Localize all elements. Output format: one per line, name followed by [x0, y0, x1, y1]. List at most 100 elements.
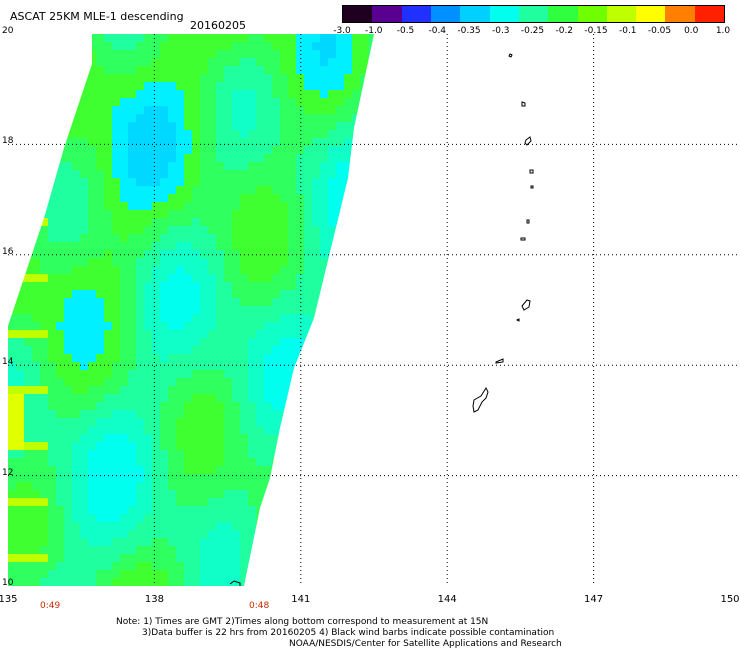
- swath-cell: [104, 138, 112, 146]
- swath-cell: [72, 194, 80, 202]
- note-line-3: NOAA/NESDIS/Center for Satellite Applica…: [289, 639, 562, 649]
- swath-cell: [96, 394, 104, 402]
- swath-cell: [104, 338, 112, 346]
- swath-cell: [192, 522, 200, 530]
- swath-cell: [256, 346, 264, 354]
- swath-cell: [232, 530, 240, 538]
- swath-cell: [240, 338, 248, 346]
- swath-cell: [24, 210, 32, 218]
- swath-cell: [280, 434, 288, 442]
- swath-cell: [184, 162, 192, 170]
- swath-cell: [336, 186, 344, 194]
- swath-cell: [32, 554, 40, 562]
- swath-cell: [232, 466, 240, 474]
- swath-cell: [352, 394, 360, 402]
- swath-cell: [128, 258, 136, 266]
- swath-cell: [272, 170, 280, 178]
- swath-cell: [176, 42, 184, 50]
- swath-cell: [304, 274, 312, 282]
- swath-cell: [368, 562, 374, 570]
- swath-cell: [32, 514, 40, 522]
- swath-cell: [8, 282, 16, 290]
- swath-cell: [280, 314, 288, 322]
- swath-cell: [136, 498, 144, 506]
- swath-cell: [296, 82, 304, 90]
- swath-cell: [304, 450, 312, 458]
- swath-cell: [264, 474, 272, 482]
- swath-cell: [208, 546, 216, 554]
- swath-cell: [312, 154, 320, 162]
- swath-cell: [224, 290, 232, 298]
- swath-cell: [176, 322, 184, 330]
- swath-cell: [48, 418, 56, 426]
- swath-cell: [64, 82, 72, 90]
- swath-cell: [128, 162, 136, 170]
- swath-cell: [208, 178, 216, 186]
- swath-cell: [296, 298, 304, 306]
- swath-cell: [216, 482, 224, 490]
- swath-cell: [224, 274, 232, 282]
- swath-cell: [248, 250, 256, 258]
- swath-cell: [48, 554, 56, 562]
- swath-cell: [8, 330, 16, 338]
- swath-cell: [104, 202, 112, 210]
- swath-cell: [40, 330, 48, 338]
- swath-cell: [288, 490, 296, 498]
- swath-cell: [272, 482, 280, 490]
- swath-cell: [168, 266, 176, 274]
- swath-cell: [240, 234, 248, 242]
- swath-cell: [16, 330, 24, 338]
- swath-cell: [176, 570, 184, 578]
- colorbar-label: -1.0: [364, 26, 383, 36]
- swath-cell: [144, 538, 152, 546]
- swath-cell: [248, 506, 256, 514]
- swath-cell: [168, 370, 176, 378]
- swath-cell: [232, 482, 240, 490]
- swath-cell: [88, 210, 96, 218]
- swath-cell: [368, 42, 374, 50]
- swath-cell: [320, 290, 328, 298]
- swath-cell: [8, 322, 16, 330]
- swath-cell: [152, 498, 160, 506]
- swath-cell: [200, 282, 208, 290]
- swath-cell: [64, 562, 72, 570]
- swath-cell: [272, 258, 280, 266]
- swath-cell: [312, 442, 320, 450]
- swath-cell: [192, 562, 200, 570]
- swath-cell: [176, 474, 184, 482]
- swath-cell: [40, 106, 48, 114]
- swath-cell: [104, 578, 112, 586]
- swath-cell: [120, 362, 128, 370]
- swath-cell: [176, 58, 184, 66]
- swath-cell: [48, 34, 56, 42]
- swath-cell: [8, 522, 16, 530]
- swath-cell: [160, 426, 168, 434]
- swath-cell: [296, 130, 304, 138]
- swath-cell: [16, 250, 24, 258]
- swath-cell: [184, 546, 192, 554]
- swath-cell: [176, 362, 184, 370]
- swath-cell: [160, 258, 168, 266]
- swath-cell: [320, 562, 328, 570]
- swath-cell: [320, 98, 328, 106]
- swath-cell: [360, 82, 368, 90]
- swath-cell: [336, 122, 344, 130]
- swath-cell: [56, 66, 64, 74]
- swath-cell: [328, 34, 336, 42]
- swath-cell: [368, 330, 374, 338]
- swath-cell: [144, 114, 152, 122]
- swath-cell: [24, 386, 32, 394]
- swath-cell: [104, 146, 112, 154]
- swath-cell: [64, 322, 72, 330]
- swath-cell: [32, 106, 40, 114]
- swath-cell: [336, 282, 344, 290]
- swath-cell: [32, 546, 40, 554]
- swath-cell: [88, 378, 96, 386]
- swath-cell: [88, 106, 96, 114]
- swath-cell: [272, 298, 280, 306]
- swath-cell: [344, 178, 352, 186]
- swath-cell: [296, 522, 304, 530]
- swath-cell: [144, 402, 152, 410]
- swath-cell: [104, 194, 112, 202]
- swath-cell: [264, 298, 272, 306]
